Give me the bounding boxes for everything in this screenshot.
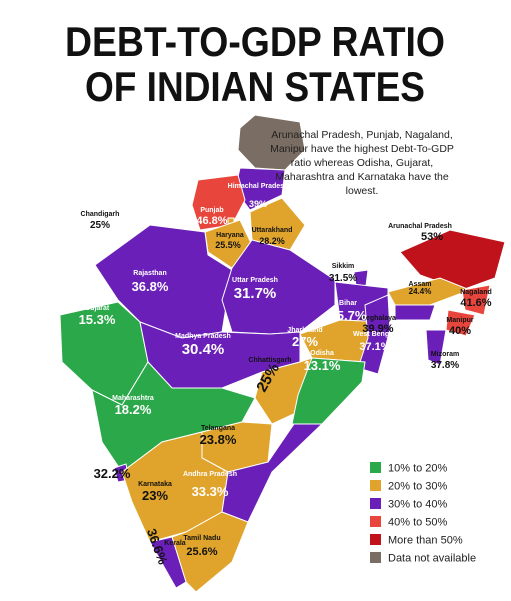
state-value: 30.4% bbox=[182, 341, 225, 358]
state-name: Meghalaya bbox=[360, 315, 396, 322]
state-value: 41.6% bbox=[460, 297, 491, 309]
legend-swatch bbox=[370, 516, 381, 527]
state-region bbox=[221, 239, 336, 335]
state-value: 39% bbox=[249, 199, 267, 209]
state-name: Andhra Pradesh bbox=[183, 471, 237, 478]
state-name: Nagaland bbox=[460, 289, 492, 296]
state-name: Jharkhand bbox=[287, 327, 322, 334]
legend-label: Data not available bbox=[388, 553, 476, 565]
state-name: Sikkim bbox=[332, 263, 355, 270]
state-name: Himachal Pradesh bbox=[228, 183, 289, 190]
state-value: 23% bbox=[142, 488, 168, 503]
state-value: 31.5% bbox=[329, 273, 357, 284]
legend-label: 20% to 30% bbox=[388, 481, 448, 493]
state-region bbox=[445, 309, 476, 337]
state-name: Odisha bbox=[310, 350, 334, 357]
legend-label: More than 50% bbox=[388, 535, 463, 547]
legend-label: 40% to 50% bbox=[388, 517, 448, 529]
title-line: DEBT-TO-GDP RATIO bbox=[65, 18, 445, 65]
state-value: 25.6% bbox=[186, 546, 217, 558]
state-name: Telangana bbox=[201, 425, 235, 432]
map bbox=[59, 114, 506, 593]
state-name: Gujarat bbox=[85, 305, 110, 312]
state-name: Bihar bbox=[339, 300, 357, 307]
state-name: Mizoram bbox=[431, 351, 459, 358]
legend-label: 30% to 40% bbox=[388, 499, 448, 511]
state-name: Madhya Pradesh bbox=[175, 333, 231, 340]
state-region bbox=[387, 277, 472, 306]
state-value: 15.3% bbox=[79, 312, 116, 327]
legend-swatch bbox=[370, 552, 381, 563]
state-value: 27% bbox=[292, 334, 318, 349]
state-value: 39.9% bbox=[362, 323, 393, 335]
state-value: 13.1% bbox=[304, 358, 341, 373]
state-name: Karnataka bbox=[138, 481, 172, 488]
state-name: Maharashtra bbox=[112, 395, 154, 402]
state-value: 25% bbox=[90, 220, 110, 231]
legend-swatch bbox=[370, 498, 381, 509]
state-region bbox=[291, 357, 366, 425]
state-region bbox=[461, 284, 491, 316]
state-region bbox=[394, 304, 436, 321]
state-value: 37.8% bbox=[431, 360, 459, 371]
state-value: 31.7% bbox=[234, 285, 277, 302]
note: Arunachal Pradesh, Punjab, Nagaland, Man… bbox=[270, 129, 454, 197]
state-region bbox=[357, 294, 391, 375]
state-name: Tamil Nadu bbox=[183, 535, 220, 542]
state-value: 28.2% bbox=[259, 236, 285, 246]
state-value: 32.2% bbox=[94, 466, 131, 481]
state-value: 36.8% bbox=[132, 279, 169, 294]
state-name: Manipur bbox=[446, 317, 473, 324]
state-value: 25.5% bbox=[215, 240, 241, 250]
state-region bbox=[399, 229, 506, 291]
state-name: Chandigarh bbox=[81, 211, 120, 218]
state-name: Assam bbox=[409, 281, 432, 288]
state-name: Arunachal Pradesh bbox=[388, 223, 452, 230]
state-name: Kerala bbox=[164, 540, 186, 547]
state-value: 37.1% bbox=[359, 341, 390, 353]
state-value: 18.2% bbox=[115, 402, 152, 417]
legend-swatch bbox=[370, 462, 381, 473]
legend: 10% to 20% 20% to 30% 30% to 40% 40% to 50%… bbox=[370, 462, 476, 565]
state-value: 53% bbox=[421, 231, 443, 243]
state-value: 24.4% bbox=[409, 287, 432, 296]
state-name: Haryana bbox=[216, 232, 244, 239]
state-region bbox=[171, 511, 249, 593]
state-value: 40% bbox=[449, 325, 471, 337]
state-name: Chhattisgarh bbox=[248, 357, 291, 364]
state-region bbox=[425, 329, 447, 366]
state-region bbox=[149, 536, 187, 589]
state-name: Uttarakhand bbox=[252, 227, 293, 234]
state-value: 46.8% bbox=[196, 215, 227, 227]
state-value: 33.3% bbox=[192, 484, 229, 499]
state-region bbox=[249, 197, 306, 251]
state-name: West Bengal bbox=[353, 331, 395, 338]
state-name: Uttar Pradesh bbox=[232, 277, 278, 284]
title-line: OF INDIAN STATES bbox=[85, 63, 425, 110]
legend-label: 10% to 20% bbox=[388, 463, 448, 475]
legend-swatch bbox=[370, 480, 381, 491]
state-name: Punjab bbox=[200, 207, 223, 214]
state-value: 35.7% bbox=[330, 308, 367, 323]
state-name: Rajasthan bbox=[133, 270, 166, 277]
state-value: 23.8% bbox=[200, 432, 237, 447]
legend-swatch bbox=[370, 534, 381, 545]
